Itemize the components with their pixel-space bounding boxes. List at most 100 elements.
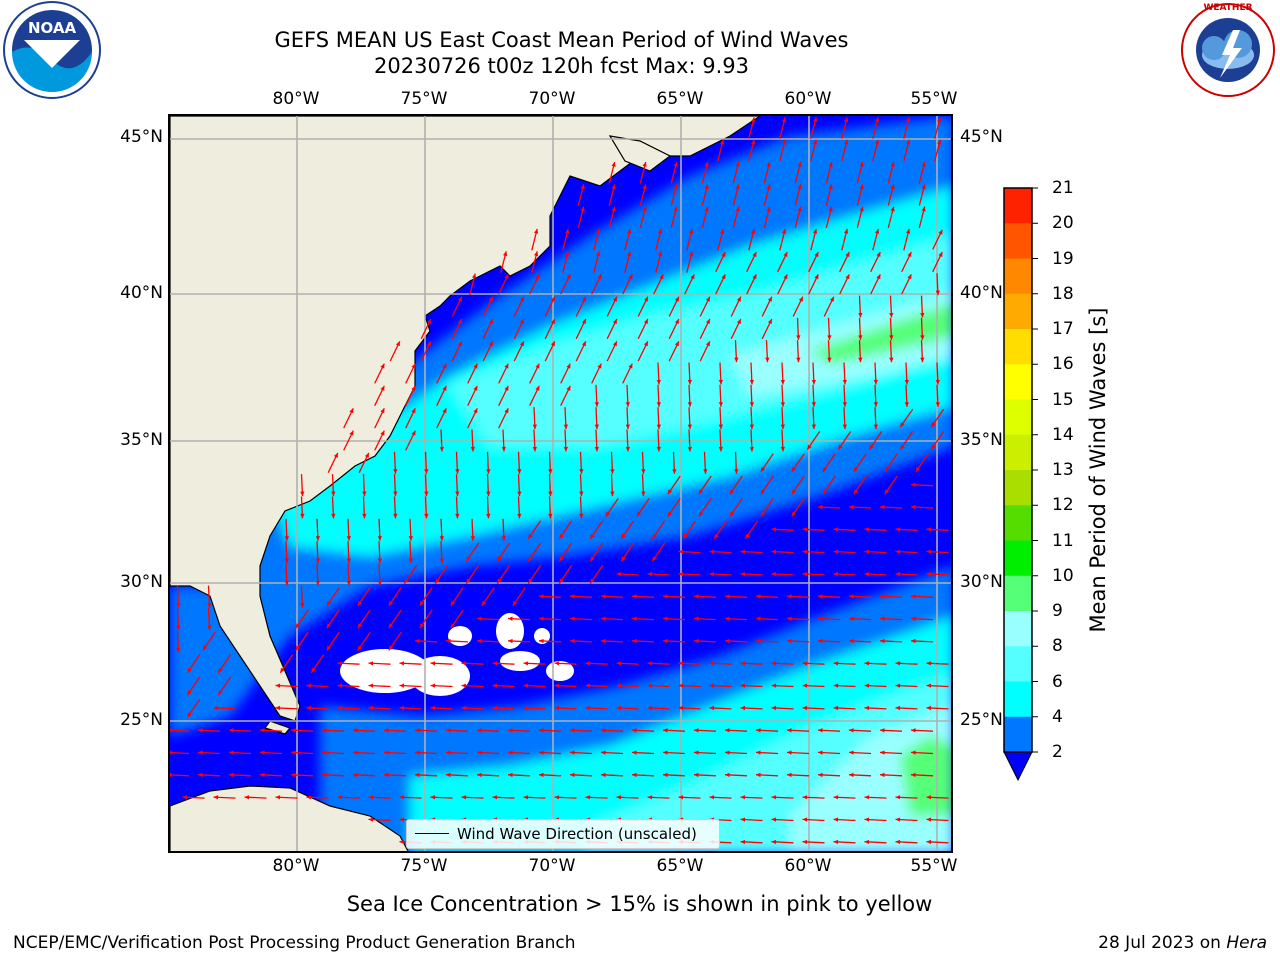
wave-direction-arrowhead: [783, 274, 788, 280]
wave-direction-arrowhead: [915, 466, 921, 472]
chart-subtitle: 20230726 t00z 120h fcst Max: 9.93: [374, 54, 749, 78]
wave-direction-arrowhead: [399, 839, 405, 845]
wave-direction-arrowhead: [377, 536, 382, 541]
wave-direction-arrowhead: [621, 556, 626, 562]
colorbar-tick-label: 18: [1052, 283, 1074, 304]
colorbar-segment: [1004, 681, 1032, 718]
colorbar-segment: [1004, 505, 1032, 541]
wave-direction-arrowhead: [880, 616, 885, 621]
wave-direction-arrowhead: [457, 319, 462, 324]
wave-direction-arrowhead: [426, 341, 431, 347]
wave-direction-arrowhead: [616, 705, 622, 711]
wave-direction-arrowhead: [415, 750, 420, 755]
wave-direction-arrowhead: [864, 661, 870, 666]
wave-direction-arrowhead: [880, 772, 885, 778]
wave-direction-arrowhead: [601, 728, 606, 733]
wave-direction-arrowhead: [523, 661, 529, 666]
wave-direction-arrowhead: [504, 408, 509, 414]
wave-direction-arrowhead: [828, 162, 833, 167]
wave-direction-arrowhead: [782, 228, 787, 234]
wave-direction-arrowhead: [787, 638, 792, 644]
colorbar-tick-label: 12: [1052, 495, 1074, 516]
wave-direction-arrowhead: [442, 385, 447, 391]
wave-direction-arrowhead: [752, 252, 757, 257]
wave-direction-arrowhead: [802, 571, 808, 577]
wave-direction-arrowhead: [802, 705, 808, 711]
wave-direction-arrowhead: [704, 184, 709, 190]
wave-direction-arrowhead: [411, 408, 416, 414]
wave-direction-arrowhead: [442, 408, 447, 414]
wave-direction-arrowhead: [864, 683, 870, 688]
wave-direction-arrowhead: [813, 228, 818, 234]
wave-direction-arrowhead: [678, 795, 684, 800]
wave-direction-arrowhead: [873, 424, 878, 430]
wave-direction-arrowhead: [534, 228, 539, 234]
wave-direction-arrowhead: [346, 536, 351, 541]
wave-direction-arrowhead: [698, 511, 704, 517]
wave-direction-arrowhead: [766, 206, 771, 212]
lon-tick-bottom: 65°W: [656, 856, 704, 876]
lat-tick-left: 25°N: [120, 710, 163, 730]
wind-wave-direction-vectors: [170, 117, 949, 845]
wave-direction-arrowhead: [523, 705, 529, 711]
wave-direction-arrowhead: [300, 603, 305, 608]
wave-direction-arrowhead: [632, 728, 637, 733]
wave-direction-arrowhead: [393, 513, 398, 519]
wave-direction-arrowhead: [736, 296, 741, 302]
wave-direction-arrowhead: [673, 184, 678, 190]
wave-direction-arrowhead: [532, 446, 537, 452]
wave-direction-arrowhead: [563, 424, 568, 430]
wave-direction-arrowhead: [368, 705, 374, 711]
wave-direction-arrowhead: [849, 638, 854, 644]
colorbar-tick-label: 17: [1052, 319, 1074, 339]
wave-direction-arrowhead: [380, 363, 385, 369]
wave-direction-arrowhead: [466, 556, 471, 562]
wave-direction-arrowhead: [388, 645, 394, 651]
wave-direction-arrowhead: [709, 795, 715, 800]
wave-direction-arrowhead: [926, 571, 932, 577]
colorbar-tick-label: 2: [1052, 742, 1063, 762]
wave-direction-arrowhead: [720, 228, 725, 234]
wave-direction-arrowhead: [213, 795, 219, 800]
wave-direction-arrowhead: [260, 772, 265, 778]
wave-direction-arrowhead: [580, 206, 585, 212]
wave-direction-arrowhead: [656, 424, 661, 430]
lon-tick-top: 55°W: [910, 89, 958, 109]
wave-direction-arrowhead: [652, 533, 657, 539]
colorbar-segment: [1004, 293, 1032, 330]
wave-direction-arrowhead: [528, 578, 533, 584]
wave-direction-arrowhead: [535, 274, 540, 280]
wave-direction-arrowhead: [523, 683, 529, 688]
wave-direction-arrowhead: [601, 772, 606, 778]
wave-direction-arrowhead: [404, 578, 409, 584]
wave-direction-arrowhead: [353, 772, 358, 778]
wave-direction-arrowhead: [539, 772, 544, 778]
wave-direction-arrowhead: [554, 683, 560, 688]
wave-direction-arrowhead: [486, 513, 491, 519]
wave-direction-arrowhead: [780, 446, 785, 452]
wave-direction-arrowhead: [787, 772, 792, 778]
florida-keys: [264, 720, 292, 735]
wave-direction-arrowhead: [636, 511, 642, 517]
wave-direction-arrowhead: [284, 536, 289, 541]
wave-direction-arrowhead: [548, 469, 553, 474]
wave-direction-arrowhead: [895, 527, 901, 532]
wave-direction-arrowhead: [678, 661, 684, 666]
wave-direction-arrowhead: [472, 273, 477, 279]
wave-direction-arrowhead: [563, 446, 568, 452]
wave-direction-arrowhead: [709, 549, 715, 554]
wave-direction-arrowhead: [430, 683, 436, 688]
wave-direction-arrowhead: [734, 469, 739, 474]
wave-direction-arrowhead: [663, 728, 668, 733]
wave-direction-arrowhead: [244, 795, 250, 800]
lat-tick-right: 40°N: [960, 283, 1003, 303]
wave-direction-arrowhead: [859, 184, 864, 190]
wave-direction-arrowhead: [473, 385, 478, 391]
wave-direction-arrowhead: [326, 623, 332, 629]
wave-direction-arrowhead: [705, 296, 710, 302]
wave-direction-arrowhead: [827, 357, 832, 363]
wave-direction-arrowhead: [565, 251, 570, 257]
wave-direction-arrowhead: [721, 274, 726, 280]
wave-direction-arrowhead: [492, 661, 498, 666]
wave-direction-arrowhead: [911, 638, 916, 644]
